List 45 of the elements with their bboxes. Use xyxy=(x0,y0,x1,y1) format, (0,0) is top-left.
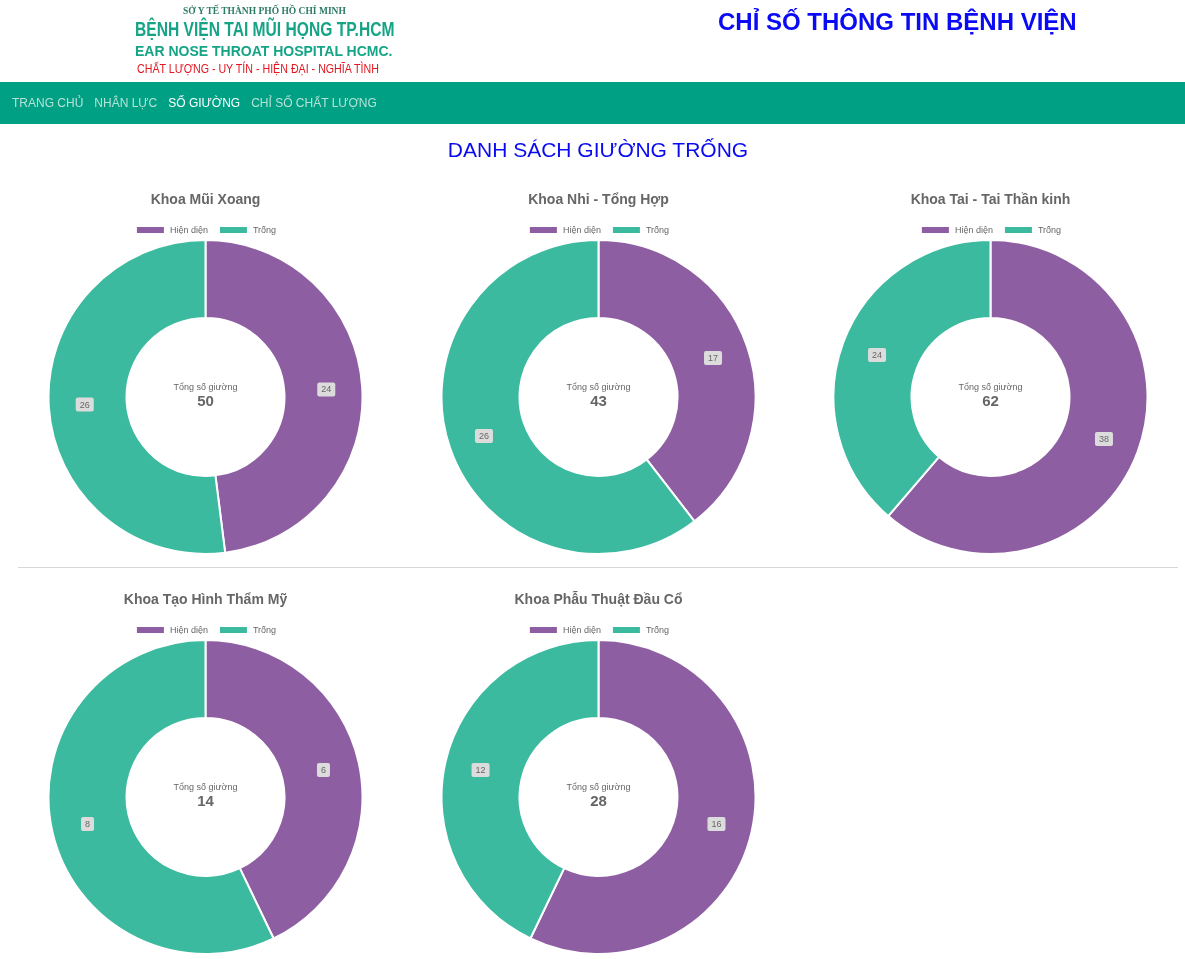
legend-label: Hiện diện xyxy=(562,625,601,635)
legend-label: Trống xyxy=(645,225,669,235)
chart-title: Khoa Mũi Xoang xyxy=(150,191,260,207)
text: Tổng số giường xyxy=(566,381,630,392)
data-label: 26 xyxy=(478,431,489,442)
legend-label: Hiện diện xyxy=(169,225,208,235)
chart-title: Khoa Phẫu Thuật Đầu Cổ xyxy=(514,591,682,607)
data-label: 38 xyxy=(1098,434,1109,445)
data-label: 24 xyxy=(320,384,331,395)
text: CHỈ SỐ THÔNG TIN BỆNH VIỆN xyxy=(718,7,1077,37)
text: 50 xyxy=(196,392,214,409)
data-label: 26 xyxy=(79,399,90,410)
text: 62 xyxy=(981,392,999,409)
text: TRANG CHỦ xyxy=(12,96,84,110)
text: 43 xyxy=(589,392,607,409)
text: 28 xyxy=(589,792,607,809)
data-label: 6 xyxy=(320,765,326,776)
legend-label: Trống xyxy=(252,625,276,635)
text: DANH SÁCH GIƯỜNG TRỐNG xyxy=(447,137,749,163)
text: SỞ Y TẾ THÀNH PHỐ HỒ CHÍ MINH xyxy=(183,6,346,17)
chart-title: Khoa Nhi - Tổng Hợp xyxy=(527,191,669,207)
legend-label: Hiện diện xyxy=(954,225,993,235)
data-label: 24 xyxy=(871,349,882,360)
data-label: 12 xyxy=(475,765,486,776)
data-label: 16 xyxy=(710,818,721,829)
text: Tổng số giường xyxy=(173,381,237,392)
data-label: 8 xyxy=(84,818,90,829)
text: Tổng số giường xyxy=(958,381,1022,392)
text: Tổng số giường xyxy=(566,781,630,792)
text: 14 xyxy=(196,792,214,809)
data-label: 17 xyxy=(707,352,718,363)
text: Tổng số giường xyxy=(173,781,237,792)
legend-label: Trống xyxy=(252,225,276,235)
legend-label: Hiện diện xyxy=(169,625,208,635)
text: CHỈ SỐ CHẤT LƯỢNG xyxy=(251,96,377,110)
text: CHẤT LƯỢNG - UY TÍN - HIỆN ĐẠI - NGHĨA TÌNH xyxy=(137,61,379,77)
legend-label: Trống xyxy=(1037,225,1061,235)
chart-title: Khoa Tạo Hình Thẩm Mỹ xyxy=(123,591,287,607)
legend-label: Trống xyxy=(645,625,669,635)
text: BỆNH VIỆN TAI MŨI HỌNG TP.HCM xyxy=(135,18,395,41)
text: EAR NOSE THROAT HOSPITAL HCMC. xyxy=(135,43,393,60)
text: SỐ GIƯỜNG xyxy=(168,96,241,110)
legend-label: Hiện diện xyxy=(562,225,601,235)
chart-title: Khoa Tai - Tai Thần kinh xyxy=(910,191,1070,207)
text: NHÂN LỰC xyxy=(94,96,158,110)
